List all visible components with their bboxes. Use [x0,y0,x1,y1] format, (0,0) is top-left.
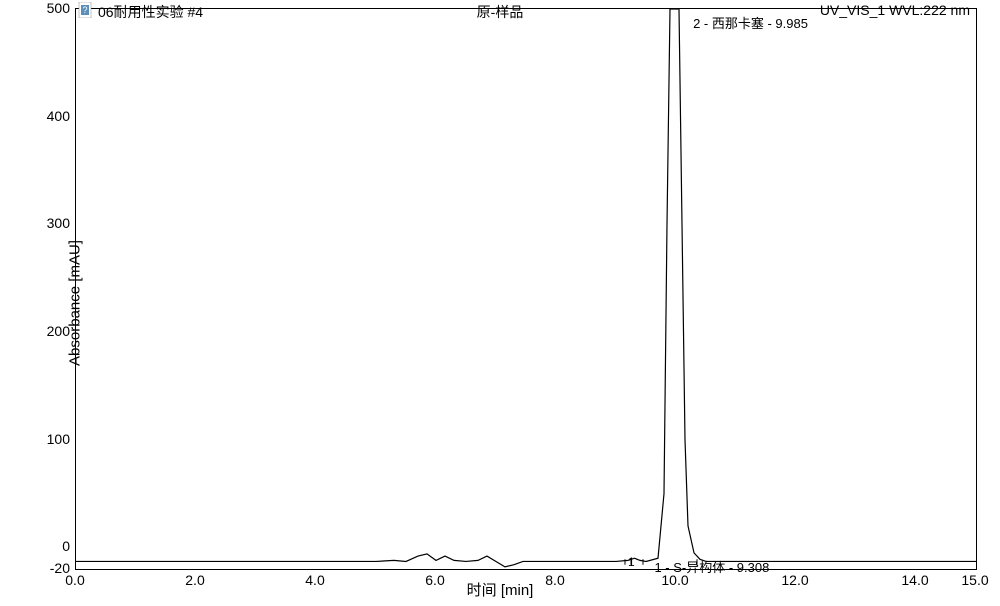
x-tick-label: 14.0 [901,572,928,588]
x-tick-label: 15.0 [961,572,988,588]
x-tick-label: 6.0 [425,572,444,588]
peak-number-1: 1 [628,555,635,569]
sample-type-label: 原-样品 [477,2,524,22]
document-icon: ? [78,2,92,18]
y-tick-label: 400 [30,108,70,124]
plot-area: 2 - 西那卡塞 - 9.985 1 - S-异构体 - 9.308 1 [75,8,977,570]
x-tick-label: 8.0 [545,572,564,588]
chromatogram-svg [76,9,976,569]
x-tick-label: 2.0 [185,572,204,588]
x-tick-label: 0.0 [65,572,84,588]
peak-label-main: 2 - 西那卡塞 - 9.985 [693,13,808,32]
y-tick-label: -20 [30,560,70,576]
y-tick-label: 500 [30,0,70,16]
y-tick-label: 200 [30,323,70,339]
chromatogram-container: ? 06耐用性实验 #4 原-样品 UV_VIS_1 WVL:222 nm 2 … [0,0,1000,606]
y-axis-label: Absorbance [mAU] [66,240,83,366]
svg-text:?: ? [82,5,87,15]
x-tick-label: 4.0 [305,572,324,588]
detector-label: UV_VIS_1 WVL:222 nm [820,2,970,18]
sample-name-label: 06耐用性实验 #4 [98,2,203,22]
x-tick-label: 10.0 [661,572,688,588]
y-tick-label: 300 [30,215,70,231]
y-tick-label: 100 [30,431,70,447]
x-tick-label: 12.0 [781,572,808,588]
y-tick-label: 0 [30,538,70,554]
x-axis-label: 时间 [min] [467,579,534,600]
